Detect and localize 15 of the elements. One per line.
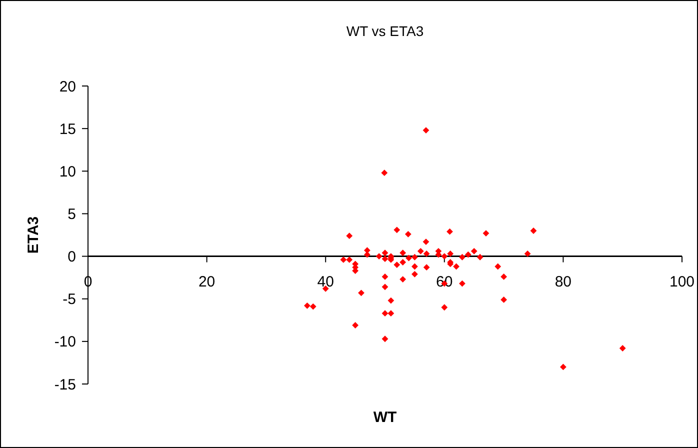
x-tick-label: 100 <box>669 273 695 290</box>
y-tick-label: -15 <box>54 376 76 394</box>
x-tick-label: 80 <box>554 273 572 290</box>
x-axis-title: WT <box>373 409 397 426</box>
chart-title: WT vs ETA3 <box>346 23 424 39</box>
y-tick-label: 0 <box>68 248 76 266</box>
x-tick-label: 40 <box>317 273 334 290</box>
y-tick-label: -10 <box>54 334 76 351</box>
y-tick-label: -5 <box>62 291 76 308</box>
y-tick-label: 5 <box>68 206 76 223</box>
y-tick-label: 15 <box>59 120 76 138</box>
y-tick-label: 10 <box>59 163 76 180</box>
x-tick-label: 20 <box>198 273 216 290</box>
y-axis-title: ETA3 <box>25 216 42 254</box>
y-tick-label: 20 <box>59 78 76 96</box>
